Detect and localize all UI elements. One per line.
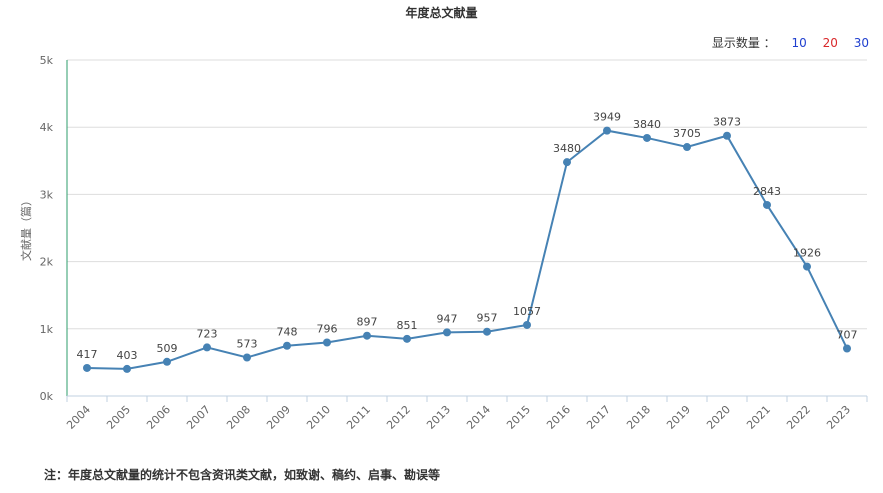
series-line	[86, 129, 848, 370]
x-tick-label: 2008	[224, 403, 253, 432]
data-point	[523, 320, 531, 329]
data-label: 723	[197, 327, 218, 340]
y-tick-label: 4k	[40, 121, 54, 134]
data-point	[363, 331, 371, 340]
x-tick-label: 2005	[104, 403, 133, 432]
data-label: 947	[437, 312, 458, 325]
x-tick-label: 2022	[784, 403, 813, 432]
data-point	[283, 341, 291, 350]
data-point	[483, 327, 491, 336]
y-tick-label: 2k	[40, 256, 54, 269]
data-point	[443, 328, 451, 337]
y-tick-label: 0k	[40, 390, 54, 403]
count-selector: 显示数量 ： 10 20 30	[712, 34, 869, 51]
x-tick-label: 2017	[584, 403, 613, 432]
data-point	[203, 343, 211, 352]
data-point	[683, 143, 691, 152]
data-label: 1057	[513, 305, 541, 318]
y-tick-label: 1k	[40, 323, 54, 336]
x-tick-label: 2007	[184, 403, 213, 432]
footnote: 注：年度总文献量的统计不包含资讯类文献，如致谢、稿约、启事、勘误等	[44, 468, 441, 482]
data-point	[843, 344, 851, 353]
data-label: 509	[157, 342, 178, 355]
y-tick-label: 5k	[40, 54, 54, 67]
data-point	[643, 133, 651, 142]
x-tick-label: 2010	[304, 403, 333, 432]
data-label: 573	[237, 337, 258, 350]
data-point	[163, 357, 171, 366]
data-point	[243, 353, 251, 362]
data-label: 3705	[673, 127, 701, 140]
count-selector-label: 显示数量 ：	[711, 36, 776, 50]
x-tick-label: 2023	[824, 403, 853, 432]
x-tick-label: 2019	[664, 403, 693, 432]
data-label: 897	[357, 316, 378, 329]
data-label: 2843	[753, 185, 781, 198]
data-point	[723, 131, 731, 140]
data-label: 3840	[633, 118, 661, 131]
data-label: 1926	[793, 247, 821, 260]
data-label: 403	[117, 349, 138, 362]
count-option-20[interactable]: 20	[822, 36, 838, 50]
x-tick-label: 2021	[744, 403, 773, 432]
data-label: 3480	[553, 142, 581, 155]
x-tick-label: 2012	[384, 403, 413, 432]
data-label: 851	[397, 319, 418, 332]
x-tick-label: 2014	[464, 403, 493, 432]
chart-title: 年度总文献量	[405, 6, 478, 20]
count-option-30[interactable]: 30	[853, 36, 869, 50]
data-point	[83, 363, 91, 372]
x-tick-label: 2004	[64, 403, 93, 432]
data-point	[123, 364, 131, 373]
data-label: 3949	[593, 111, 621, 124]
x-tick-label: 2015	[504, 403, 533, 432]
data-point	[323, 338, 331, 347]
data-point	[403, 334, 411, 343]
y-tick-label: 3k	[40, 188, 54, 201]
data-label: 417	[77, 348, 98, 361]
data-point	[603, 126, 611, 135]
data-label: 796	[317, 323, 338, 336]
x-tick-label: 2013	[424, 403, 453, 432]
data-point	[803, 262, 811, 271]
x-tick-label: 2009	[264, 403, 293, 432]
y-axis-title: 文献量（篇）	[19, 195, 33, 261]
data-point	[763, 200, 771, 209]
x-tick-label: 2016	[544, 403, 573, 432]
x-tick-label: 2011	[344, 403, 373, 432]
data-label: 748	[277, 326, 298, 339]
data-label: 3873	[713, 116, 741, 129]
x-tick-label: 2018	[624, 403, 653, 432]
data-label: 957	[477, 312, 498, 325]
data-point	[563, 158, 571, 167]
count-option-10[interactable]: 10	[791, 36, 807, 50]
data-label: 707	[837, 328, 858, 341]
x-tick-label: 2006	[144, 403, 173, 432]
x-tick-label: 2020	[704, 403, 733, 432]
